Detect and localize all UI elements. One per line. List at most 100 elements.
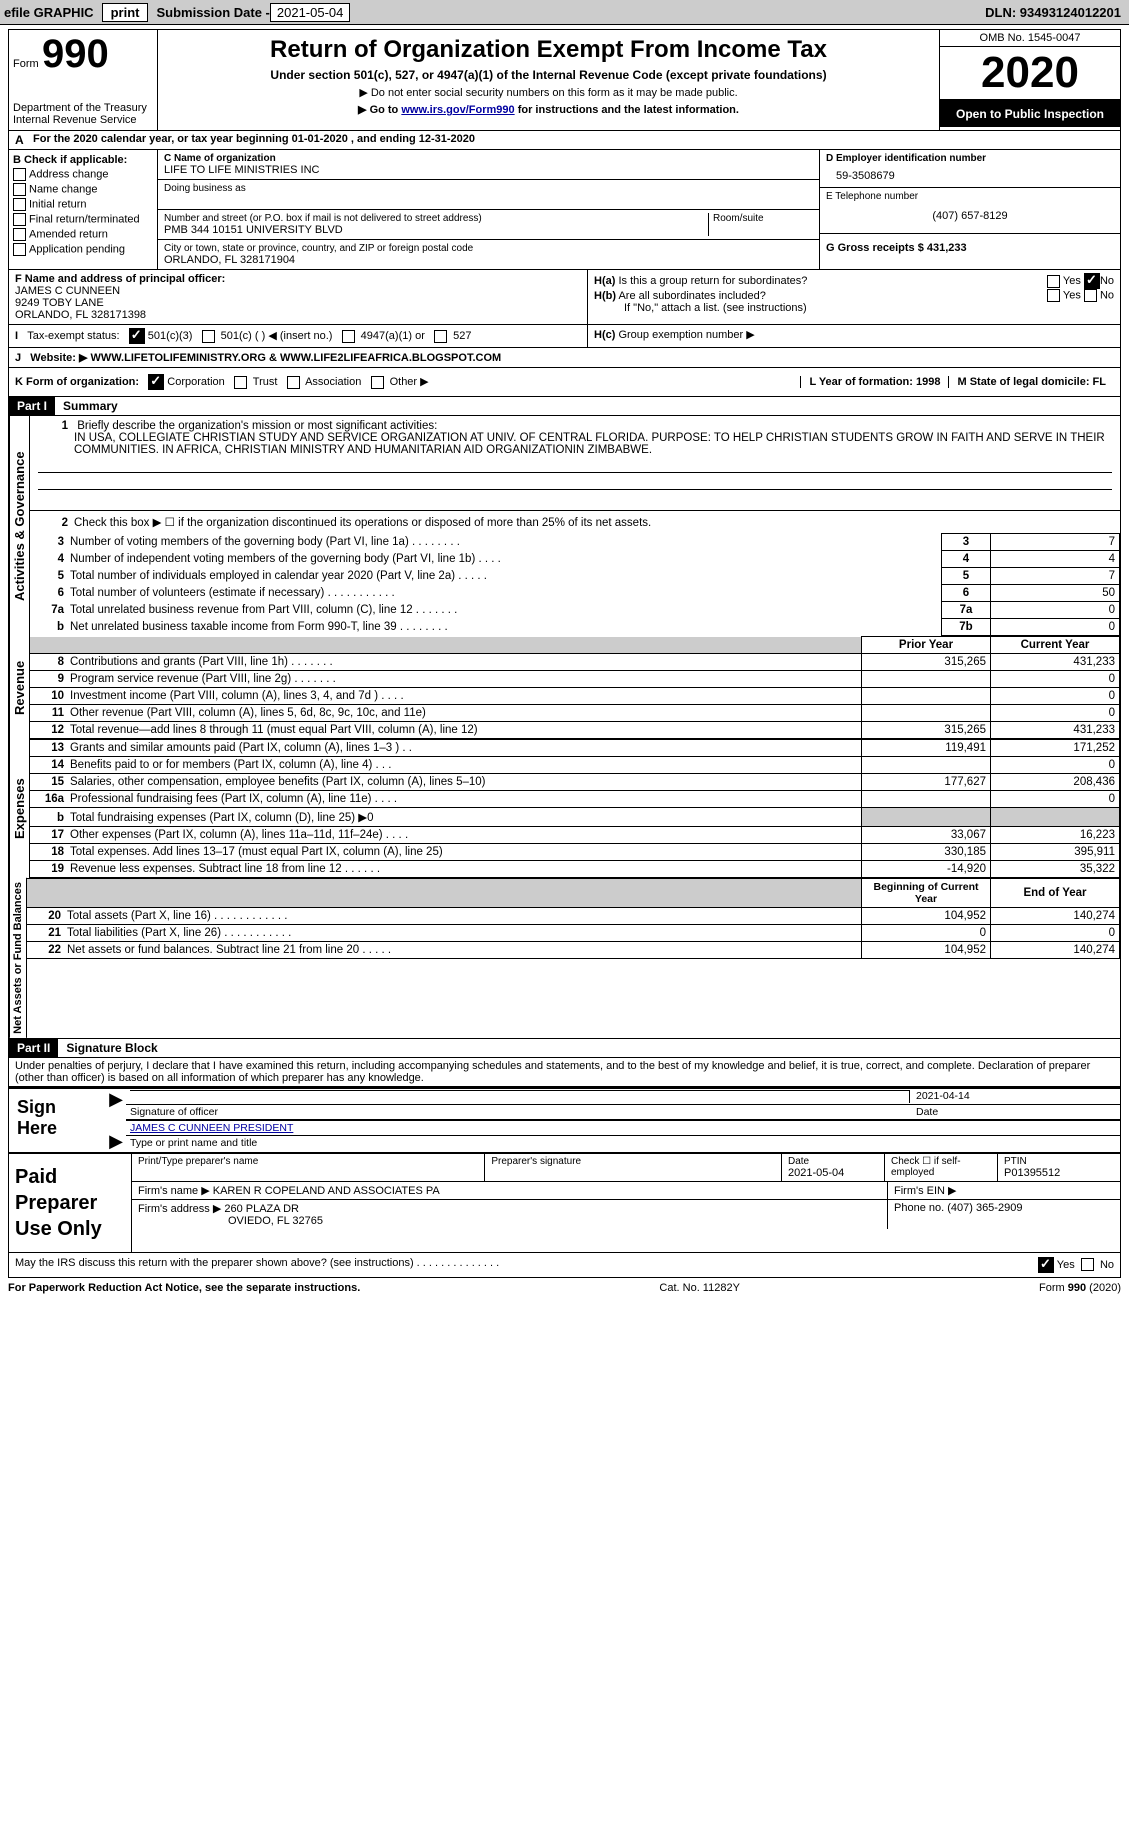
i-501c3-chk[interactable] <box>129 328 145 344</box>
print-button[interactable]: print <box>102 3 149 22</box>
dln-label: DLN: 93493124012201 <box>985 5 1121 20</box>
omb-number: OMB No. 1545-0047 <box>940 30 1120 47</box>
may-irs-text: May the IRS discuss this return with the… <box>15 1257 499 1273</box>
chk-name-change[interactable] <box>13 183 26 196</box>
prep-name-lbl: Print/Type preparer's name <box>138 1156 478 1167</box>
printed-name[interactable]: JAMES C CUNNEEN PRESIDENT <box>130 1122 293 1134</box>
k-label: K Form of organization: <box>15 376 139 388</box>
sign-here: Sign Here <box>9 1089 106 1152</box>
city-label: City or town, state or province, country… <box>164 243 813 254</box>
form-number: 990 <box>42 32 109 76</box>
part-i-title: Summary <box>55 397 1120 415</box>
k-trust-chk[interactable] <box>234 376 247 389</box>
header-center: Return of Organization Exempt From Incom… <box>158 29 939 131</box>
hc-label: H(c) <box>594 329 615 341</box>
may-irs-yes: Yes <box>1057 1259 1075 1271</box>
table-revenue: Prior Year Current Year8Contributions an… <box>30 636 1120 739</box>
table-activities: 3Number of voting members of the governi… <box>30 533 1120 636</box>
topbar: efile GRAPHIC print Submission Date - 20… <box>0 0 1129 25</box>
f-addr1: 9249 TOBY LANE <box>15 297 581 309</box>
gross-receipts: G Gross receipts $ 431,233 <box>826 242 967 254</box>
chk-amended[interactable] <box>13 228 26 241</box>
may-irs-yes-chk[interactable] <box>1038 1257 1054 1273</box>
firm-addr2: OVIEDO, FL 32765 <box>138 1215 881 1227</box>
lbl-app-pending: Application pending <box>29 243 125 255</box>
mission-text: IN USA, COLLEGIATE CHRISTIAN STUDY AND S… <box>38 432 1112 456</box>
form-prefix: Form <box>13 58 39 70</box>
name-label: C Name of organization <box>164 153 813 164</box>
chk-final-return[interactable] <box>13 213 26 226</box>
firm-name-lbl: Firm's name ▶ <box>138 1185 210 1197</box>
room-label: Room/suite <box>713 213 813 224</box>
chk-initial-return[interactable] <box>13 198 26 211</box>
paid-prep-label: Paid Preparer Use Only <box>9 1154 131 1252</box>
k-other-chk[interactable] <box>371 376 384 389</box>
lbl-address-change: Address change <box>29 168 109 180</box>
i-4947-lbl: 4947(a)(1) or <box>361 330 425 342</box>
part-ii-title: Signature Block <box>58 1039 1120 1057</box>
k-assoc-chk[interactable] <box>287 376 300 389</box>
main-title: Return of Organization Exempt From Incom… <box>164 36 933 64</box>
part-ii-label: Part II <box>9 1039 58 1057</box>
line-a-label: A <box>15 133 33 147</box>
submission-label: Submission Date - <box>156 5 269 20</box>
i-4947-chk[interactable] <box>342 330 355 343</box>
dba-label: Doing business as <box>164 183 813 194</box>
ptin-lbl: PTIN <box>1004 1156 1114 1167</box>
dept-irs: Internal Revenue Service <box>13 114 153 126</box>
vert-revenue: Revenue <box>9 636 30 739</box>
ptin-value: P01395512 <box>1004 1167 1114 1179</box>
goto-prefix: ▶ Go to <box>358 104 401 116</box>
i-text: Tax-exempt status: <box>27 330 119 342</box>
sign-arrow-icon: ▶▶ <box>106 1089 126 1152</box>
date-lbl: Date <box>910 1106 1116 1118</box>
chk-app-pending[interactable] <box>13 243 26 256</box>
ha-no-lbl: No <box>1100 275 1114 287</box>
table-expenses: 13Grants and similar amounts paid (Part … <box>30 739 1120 878</box>
j-value: WWW.LIFETOLIFEMINISTRY.ORG & WWW.LIFE2LI… <box>91 352 502 364</box>
ein-label: D Employer identification number <box>826 153 1114 164</box>
firm-name: KAREN R COPELAND AND ASSOCIATES PA <box>213 1185 440 1197</box>
phone-label: E Telephone number <box>826 191 1114 202</box>
i-label: I <box>15 330 18 342</box>
chk-address-change[interactable] <box>13 168 26 181</box>
k-corp-lbl: Corporation <box>167 376 224 388</box>
column-right: D Employer identification number 59-3508… <box>819 150 1120 269</box>
vert-expenses: Expenses <box>9 739 30 878</box>
sig-officer-lbl: Signature of officer <box>130 1106 910 1118</box>
ha-no-chk[interactable] <box>1084 273 1100 289</box>
column-b: B Check if applicable: Address change Na… <box>9 150 158 269</box>
prep-date: 2021-05-04 <box>788 1167 878 1179</box>
irs-link[interactable]: www.irs.gov/Form990 <box>401 104 514 116</box>
f-addr2: ORLANDO, FL 328171398 <box>15 309 581 321</box>
city-value: ORLANDO, FL 328171904 <box>164 254 813 266</box>
hb-no-lbl: No <box>1100 289 1114 301</box>
i-527-chk[interactable] <box>434 330 447 343</box>
ha-label: H(a) <box>594 275 615 287</box>
firm-phone: Phone no. (407) 365-2909 <box>888 1200 1120 1229</box>
form-footer: Form 990 (2020) <box>1039 1282 1121 1294</box>
lbl-final-return: Final return/terminated <box>29 213 140 225</box>
i-501c-chk[interactable] <box>202 330 215 343</box>
hb-text: Are all subordinates included? <box>618 290 765 302</box>
firm-ein-lbl: Firm's EIN ▶ <box>888 1182 1120 1199</box>
firm-addr-lbl: Firm's address ▶ <box>138 1203 221 1215</box>
may-irs-no: No <box>1100 1259 1114 1271</box>
may-irs-no-chk[interactable] <box>1081 1258 1094 1271</box>
k-corp-chk[interactable] <box>148 374 164 390</box>
q1-num: 1 <box>38 420 74 432</box>
hb-yes-lbl: Yes <box>1063 289 1081 301</box>
paperwork-notice: For Paperwork Reduction Act Notice, see … <box>8 1282 360 1294</box>
m-label: M State of legal domicile: FL <box>957 376 1106 388</box>
vert-activities: Activities & Governance <box>9 416 30 636</box>
i-501c3-lbl: 501(c)(3) <box>148 330 193 342</box>
i-527-lbl: 527 <box>453 330 471 342</box>
vert-netassets: Net Assets or Fund Balances <box>9 878 27 1038</box>
hb-no-chk[interactable] <box>1084 289 1097 302</box>
submission-date: 2021-05-04 <box>270 3 351 22</box>
ha-yes-chk[interactable] <box>1047 275 1060 288</box>
k-other-lbl: Other ▶ <box>390 376 429 388</box>
hb-yes-chk[interactable] <box>1047 289 1060 302</box>
efile-label: efile GRAPHIC <box>4 5 94 20</box>
column-c: C Name of organization LIFE TO LIFE MINI… <box>158 150 819 269</box>
